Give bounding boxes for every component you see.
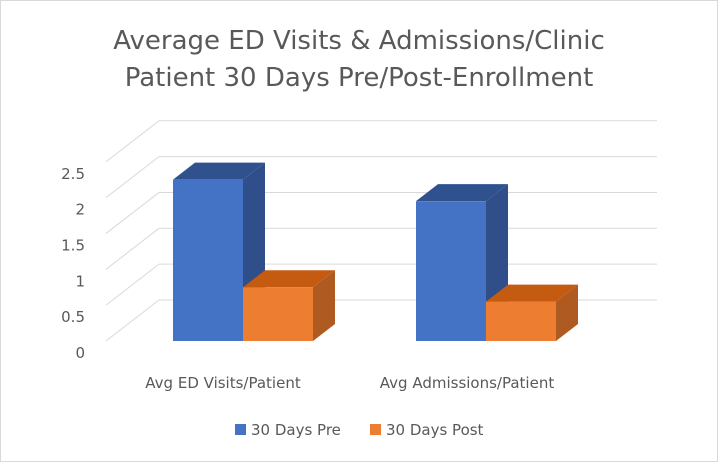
y-tick-label: 2.5	[61, 165, 85, 183]
legend-label-post: 30 Days Post	[386, 421, 484, 439]
y-tick-label: 2	[75, 201, 85, 219]
chart-subtitle: Patient 30 Days Pre/Post-Enrollment	[125, 63, 594, 93]
bar-top-face	[243, 270, 335, 288]
bar-front-face	[243, 287, 313, 341]
bar-front-face	[173, 179, 243, 341]
y-tick-label: 1	[75, 272, 85, 290]
gridline-side	[105, 192, 160, 234]
bar-top-face	[416, 184, 508, 202]
bars	[173, 162, 578, 341]
legend-label-pre: 30 Days Pre	[251, 421, 341, 439]
y-tick-label: 0.5	[61, 308, 85, 326]
y-axis-ticks: 0 0.5 1 1.5 2 2.5	[61, 165, 85, 362]
legend-swatch-post	[370, 424, 381, 435]
category-label: Avg Admissions/Patient	[380, 374, 555, 392]
bar-post-1	[486, 284, 578, 341]
category-label: Avg ED Visits/Patient	[145, 374, 301, 392]
chart-title: Average ED Visits & Admissions/Clinic	[113, 26, 605, 56]
y-tick-label: 0	[75, 344, 85, 362]
gridline-side	[105, 299, 160, 342]
bar-top-face	[173, 162, 265, 180]
legend: 30 Days Pre 30 Days Post	[235, 421, 484, 439]
x-axis-categories: Avg ED Visits/Patient Avg Admissions/Pati…	[145, 374, 554, 392]
bar-side-face	[556, 284, 578, 341]
bar-front-face	[486, 301, 556, 341]
gridline-side	[105, 156, 160, 198]
bar-front-face	[416, 201, 486, 341]
gridline-side	[105, 120, 160, 163]
gridline-side	[105, 227, 160, 270]
bar-post-0	[243, 270, 335, 341]
bar-side-face	[313, 270, 335, 341]
bar-top-face	[486, 284, 578, 302]
gridline-side	[105, 263, 160, 306]
legend-swatch-pre	[235, 424, 246, 435]
y-tick-label: 1.5	[61, 236, 85, 254]
